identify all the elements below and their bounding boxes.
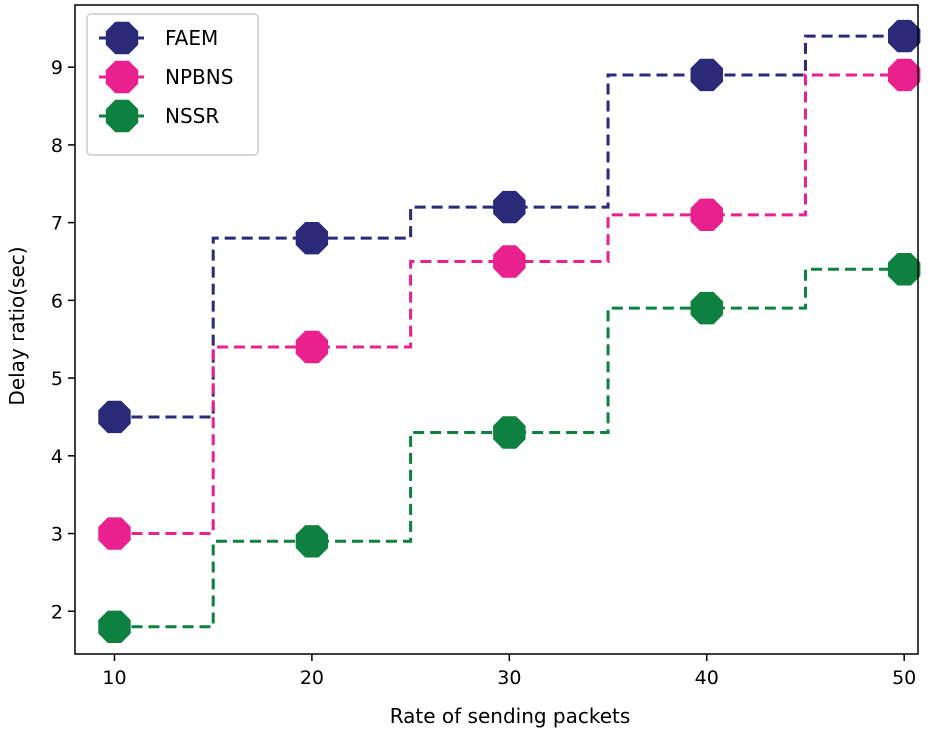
x-tick-label: 10 [102,667,126,689]
data-point-nssr-30 [493,416,526,449]
data-point-nssr-10 [98,610,131,643]
y-tick-label: 7 [51,213,63,235]
x-tick-label: 30 [497,667,521,689]
data-point-faem-50 [887,19,921,53]
y-tick-label: 4 [51,446,63,468]
plot-area: 10 20 30 40 50 2 3 4 5 6 7 8 9 [51,4,921,689]
data-point-faem-20 [295,221,329,255]
x-axis-label: Rate of sending packets [390,704,631,728]
data-point-faem-40 [690,58,723,92]
data-point-nssr-40 [690,291,723,325]
series-line-nssr [114,267,905,629]
legend-label-npbns: NPBNS [165,65,233,89]
y-tick-label: 6 [51,290,63,312]
data-point-npbns-50 [887,58,921,92]
data-point-nssr-20 [295,525,329,558]
y-tick-label: 2 [51,601,63,623]
data-point-faem-10 [98,400,131,434]
data-point-npbns-10 [98,517,131,550]
x-tick-label: 40 [695,667,719,689]
y-tick-label: 8 [51,135,63,157]
y-tick-label: 3 [51,524,63,546]
y-tick-label: 9 [51,57,63,79]
data-point-npbns-20 [295,330,329,364]
axes-frame [74,4,919,655]
x-tick-label: 50 [892,667,916,689]
y-axis-label: Delay ratio(sec) [5,246,29,405]
y-tick-label: 5 [51,368,63,390]
data-point-nssr-50 [887,253,921,286]
data-point-npbns-30 [493,245,526,278]
x-tick-label: 20 [300,667,324,689]
data-point-faem-30 [493,190,526,224]
data-point-npbns-40 [690,198,723,232]
legend-label-nssr: NSSR [165,104,219,128]
legend: FAEM NPBNS NSSR [86,13,259,156]
legend-swatch-marker-nssr [105,99,139,133]
legend-swatch-marker-faem [105,21,139,55]
legend-label-faem: FAEM [165,26,218,50]
legend-swatch-marker-npbns [105,60,139,94]
